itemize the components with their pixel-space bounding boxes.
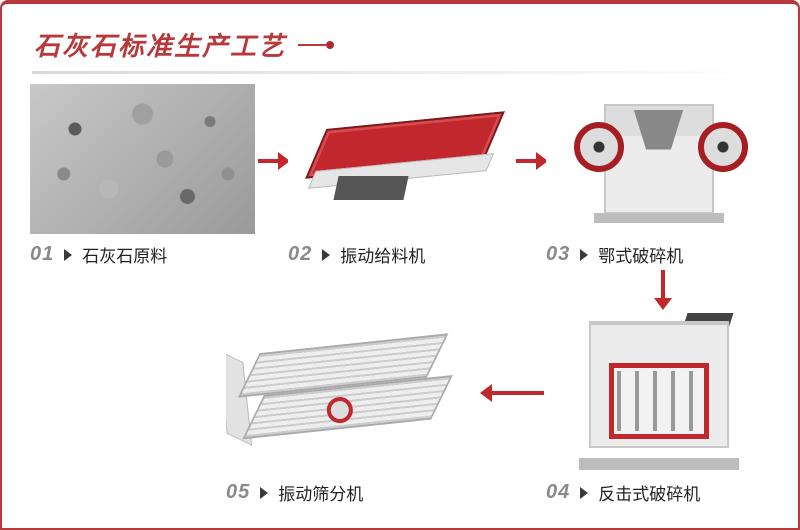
- step-5: 05 振动筛分机: [226, 312, 471, 505]
- page-title: 石灰石标准生产工艺: [34, 26, 286, 63]
- arrow-stem: [258, 159, 278, 163]
- ornament-line: [298, 44, 326, 46]
- chevron-right-icon: [580, 487, 588, 499]
- step-5-labelrow: 05 振动筛分机: [226, 480, 471, 505]
- step-3-label: 鄂式破碎机: [598, 242, 683, 267]
- title-ornament: [298, 41, 334, 49]
- step-1-num: 01: [30, 243, 54, 266]
- step-3-labelrow: 03 鄂式破碎机: [546, 242, 771, 267]
- step-2: 02 振动给料机: [288, 84, 513, 267]
- raw-limestone-image: [30, 84, 255, 234]
- step-2-labelrow: 02 振动给料机: [288, 242, 513, 267]
- arrow-4-to-5: [480, 384, 544, 402]
- step-3-num: 03: [546, 243, 570, 266]
- jaw-crusher-image: [546, 84, 771, 234]
- vibrating-feeder-image: [288, 84, 513, 234]
- arrow-1-to-2: [258, 152, 290, 170]
- impact-crusher-image: [546, 312, 771, 472]
- process-flow: 01 石灰石原料 02 振动给料机 03 鄂式破碎机: [30, 84, 770, 508]
- step-1-labelrow: 01 石灰石原料: [30, 242, 255, 267]
- step-2-label: 振动给料机: [340, 242, 425, 267]
- arrow-left-icon: [480, 384, 492, 402]
- arrow-stem: [516, 159, 536, 163]
- step-4-label: 反击式破碎机: [598, 480, 700, 505]
- arrow-down-icon: [654, 298, 672, 310]
- arrow-stem: [661, 270, 665, 298]
- arrow-stem: [492, 391, 544, 395]
- chevron-right-icon: [322, 249, 330, 261]
- arrow-3-to-4: [654, 270, 672, 310]
- step-5-label: 振动筛分机: [278, 480, 363, 505]
- step-4-num: 04: [546, 481, 570, 504]
- chevron-right-icon: [64, 249, 72, 261]
- step-1: 01 石灰石原料: [30, 84, 255, 267]
- arrow-2-to-3: [516, 152, 548, 170]
- chevron-right-icon: [260, 487, 268, 499]
- ornament-dot: [326, 41, 334, 49]
- chevron-right-icon: [580, 249, 588, 261]
- step-4-labelrow: 04 反击式破碎机: [546, 480, 771, 505]
- step-4: 04 反击式破碎机: [546, 312, 771, 505]
- vibrating-screen-image: [226, 312, 471, 472]
- step-5-num: 05: [226, 481, 250, 504]
- step-3: 03 鄂式破碎机: [546, 84, 771, 267]
- step-1-label: 石灰石原料: [82, 242, 167, 267]
- title-row: 石灰石标准生产工艺: [2, 4, 798, 71]
- title-underline: [32, 71, 772, 74]
- step-2-num: 02: [288, 243, 312, 266]
